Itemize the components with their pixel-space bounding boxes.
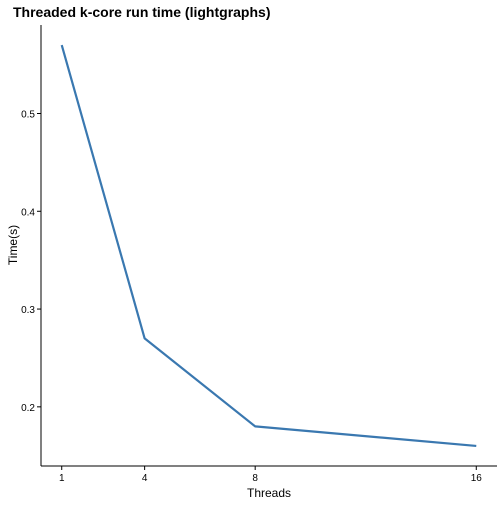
- y-tick-label: 0.5: [21, 109, 35, 120]
- x-tick-label: 4: [142, 473, 148, 484]
- y-tick-label: 0.2: [21, 403, 35, 414]
- x-axis-ticks: 1 4 8 16: [59, 466, 482, 484]
- x-tick-label: 16: [471, 473, 483, 484]
- y-axis-ticks: 0.2 0.3 0.4 0.5: [21, 109, 41, 414]
- series-line: [60, 44, 477, 448]
- x-tick-label: 1: [59, 473, 65, 484]
- y-tick-label: 0.3: [21, 305, 35, 316]
- y-tick-label: 0.4: [21, 207, 35, 218]
- series-layer: [60, 44, 477, 448]
- y-axis-label: Time(s): [6, 225, 20, 265]
- x-tick-label: 8: [252, 473, 258, 484]
- x-axis-label: Threads: [247, 486, 291, 500]
- chart-title: Threaded k-core run time (lightgraphs): [13, 4, 271, 20]
